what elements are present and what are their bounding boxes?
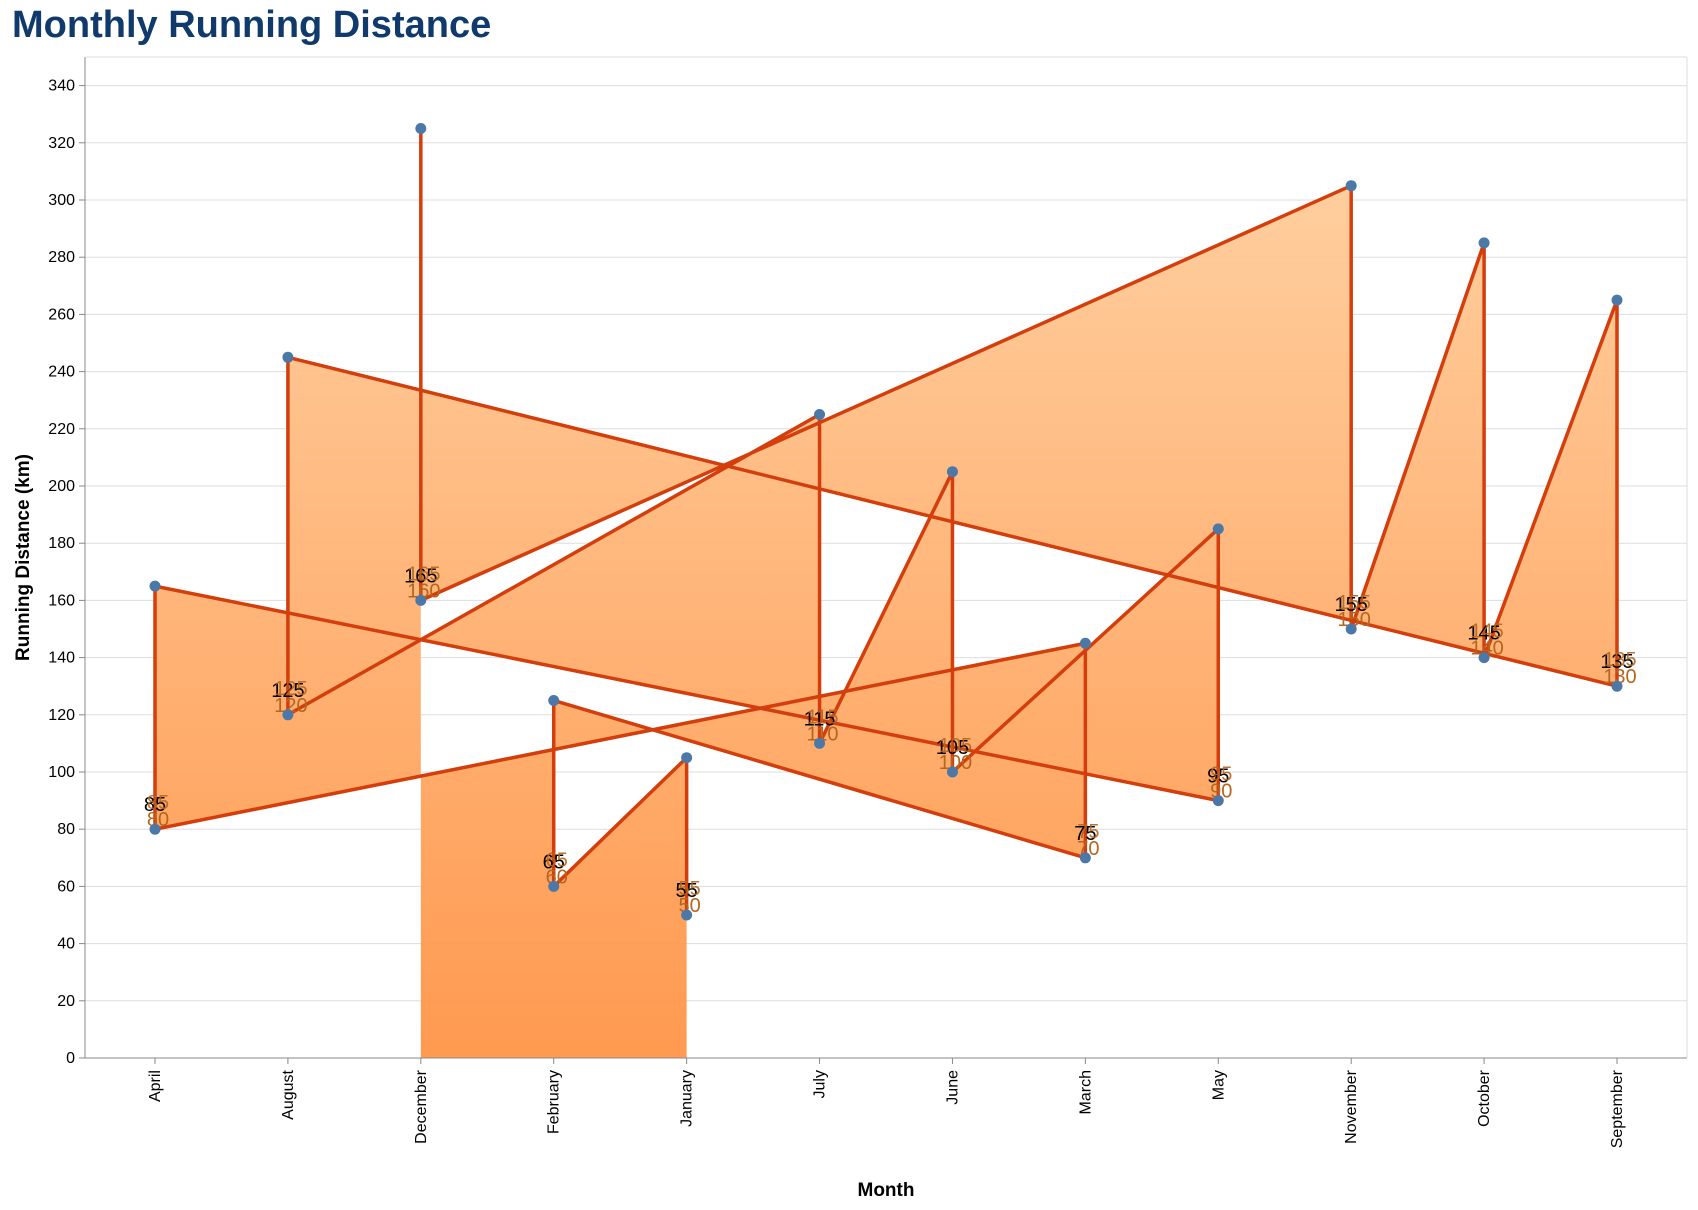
point-june-end [946,466,958,478]
x-tick-label-april: April [147,1070,164,1102]
y-tick-label-100: 100 [48,764,75,781]
label-orange-august: 125 [274,678,307,700]
point-april-start [149,823,161,835]
x-tick-label-july: July [812,1070,829,1098]
point-september-end [1611,294,1623,306]
x-tick-label-october: October [1476,1069,1493,1127]
label-orange-september: 135 [1603,649,1636,671]
point-september-start [1611,680,1623,692]
label-dark-january: 55 [676,880,698,902]
label-dark-october: 145 [1467,623,1500,645]
x-tick-label-september: September [1609,1069,1626,1148]
label-dark-june: 105 [936,737,969,759]
label-value-august: 120 [274,695,307,717]
y-tick-label-320: 320 [48,135,75,152]
point-april-end [149,580,161,592]
y-tick-label-300: 300 [48,192,75,209]
label-orange-may: 95 [1210,764,1232,786]
y-tick-label-160: 160 [48,592,75,609]
label-dark-april: 85 [144,794,166,816]
x-tick-label-january: January [679,1070,696,1127]
point-march-start [1079,852,1091,864]
y-tick-label-200: 200 [48,478,75,495]
series-line [153,128,1619,915]
y-tick-label-80: 80 [57,821,75,838]
y-tick-label-140: 140 [48,650,75,667]
point-december-start [415,594,427,606]
y-tick-label-340: 340 [48,78,75,95]
x-tick-label-june: June [944,1070,961,1105]
y-axis-title: Running Distance (km) [13,454,34,661]
label-dark-july: 115 [804,708,836,730]
area-series [155,128,1617,1058]
label-dark-february: 65 [543,851,565,873]
x-tick-label-may: May [1210,1070,1227,1100]
label-value-july: 110 [807,723,839,745]
label-orange-november: 155 [1337,592,1370,614]
x-tick-label-march: March [1077,1070,1094,1114]
point-february-end [548,695,560,706]
x-tick-label-november: November [1343,1069,1360,1143]
y-tick-label-180: 180 [48,535,75,552]
point-november-end [1345,180,1357,192]
label-dark-march: 75 [1074,823,1096,845]
point-july-start [814,737,826,749]
label-value-november: 150 [1337,609,1370,631]
label-orange-july: 115 [807,706,839,728]
label-orange-april: 85 [147,792,169,814]
data-points [149,123,1623,921]
area-fill [155,128,1617,1058]
y-tick-label-0: 0 [66,1050,75,1067]
point-june-start [946,766,958,778]
point-december-end [415,123,427,134]
label-dark-december: 165 [404,565,437,587]
y-tick-label-60: 60 [57,878,75,895]
label-dark-september: 135 [1600,651,1633,673]
label-orange-january: 55 [679,878,701,900]
y-tick-label-120: 120 [48,707,75,724]
point-october-end [1478,237,1490,249]
point-november-start [1345,623,1357,635]
label-value-june: 100 [939,752,972,774]
label-value-september: 130 [1603,666,1636,688]
point-january-end [681,752,693,764]
x-tick-label-august: August [280,1069,297,1119]
point-july-end [814,409,826,420]
label-dark-august: 125 [271,680,304,702]
axes: 0 20 40 60 80 100 120 140 160 180 200 220 240 260 280 3… [48,56,1688,1148]
point-may-start [1212,795,1224,807]
label-orange-june: 105 [939,735,972,757]
y-tick-label-40: 40 [57,936,75,953]
y-tick-label-20: 20 [57,993,75,1010]
point-august-start [282,709,294,721]
label-value-december: 160 [407,580,440,602]
y-tick-label-260: 260 [48,306,75,323]
y-tick-label-280: 280 [48,249,75,266]
data-labels: 8585801251251201651651606565605555501151… [144,563,1637,917]
point-may-end [1212,523,1224,535]
point-august-end [282,351,294,363]
label-orange-october: 145 [1470,621,1503,643]
point-march-end [1079,637,1091,649]
label-orange-february: 65 [546,849,568,871]
x-tick-label-december: December [413,1069,430,1143]
y-tick-label-240: 240 [48,364,75,381]
point-february-start [548,880,560,892]
point-january-start [681,909,693,921]
point-october-start [1478,652,1490,664]
label-orange-march: 75 [1077,821,1099,843]
label-dark-november: 155 [1334,594,1367,616]
label-orange-december: 165 [407,563,440,585]
line-series [153,128,1619,915]
chart-title: Monthly Running Distance [12,4,492,46]
x-tick-label-february: February [546,1070,563,1134]
y-tick-label-220: 220 [48,421,75,438]
label-dark-may: 95 [1207,766,1229,788]
label-value-october: 140 [1470,638,1503,660]
x-axis-title: Month [858,1180,915,1201]
